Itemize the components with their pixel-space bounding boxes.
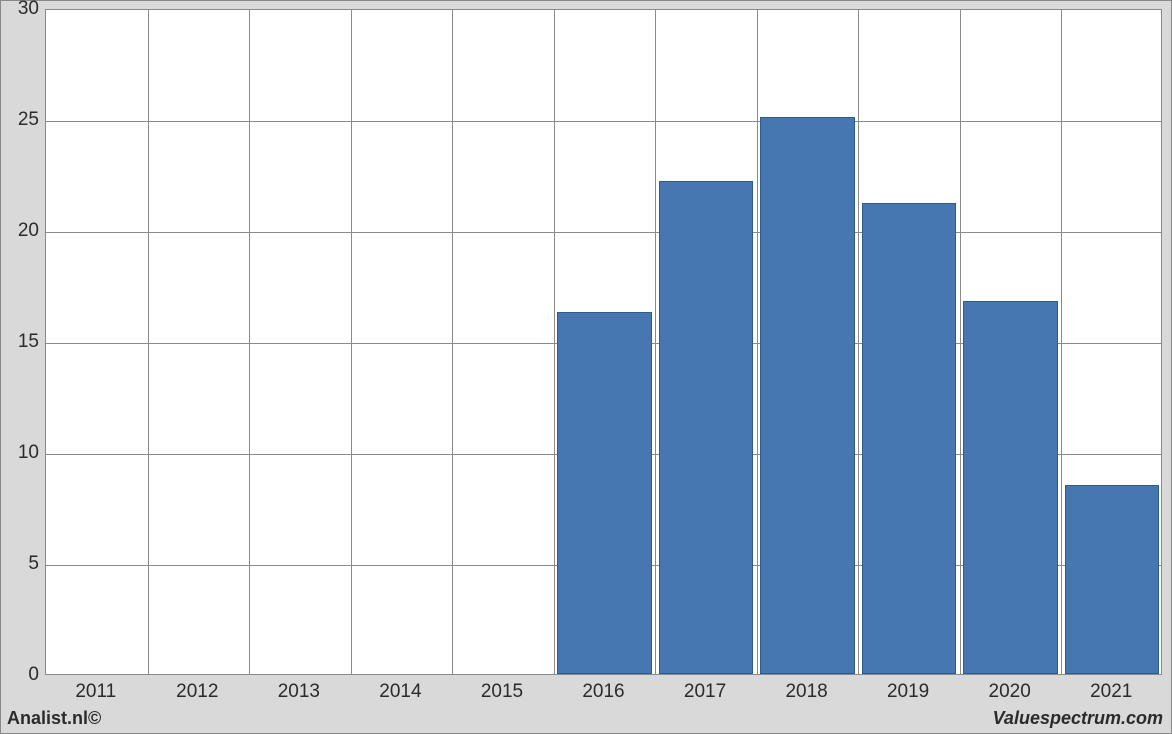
gridline-vertical [757, 10, 758, 674]
y-tick-label: 0 [9, 664, 39, 686]
gridline-vertical [249, 10, 250, 674]
y-tick-label: 20 [9, 220, 39, 242]
x-tick-label: 2016 [582, 681, 624, 703]
bar [1065, 485, 1159, 674]
bar [659, 181, 753, 674]
gridline-vertical [1061, 10, 1062, 674]
footer-right: Valuespectrum.com [993, 708, 1163, 729]
footer-left: Analist.nl© [7, 708, 101, 729]
bar [760, 117, 854, 674]
x-tick-label: 2020 [989, 681, 1031, 703]
x-tick-label: 2018 [785, 681, 827, 703]
bar [557, 312, 651, 674]
y-tick-label: 10 [9, 442, 39, 464]
gridline-vertical [554, 10, 555, 674]
x-tick-label: 2019 [887, 681, 929, 703]
chart-frame: 0 5 10 15 20 25 30 2011 2012 2013 2014 2015 2016 201… [0, 0, 1172, 734]
x-tick-label: 2014 [379, 681, 421, 703]
gridline-vertical [351, 10, 352, 674]
plot-area [45, 9, 1162, 675]
gridline-vertical [960, 10, 961, 674]
x-tick-label: 2011 [75, 681, 116, 703]
gridline-vertical [858, 10, 859, 674]
bar [963, 301, 1057, 674]
gridline-horizontal [46, 232, 1161, 233]
x-tick-label: 2012 [176, 681, 218, 703]
x-tick-label: 2015 [481, 681, 523, 703]
bar [862, 203, 956, 674]
gridline-vertical [452, 10, 453, 674]
x-tick-label: 2021 [1090, 681, 1132, 703]
gridline-horizontal [46, 121, 1161, 122]
gridline-vertical [148, 10, 149, 674]
y-tick-label: 25 [9, 109, 39, 131]
y-tick-label: 5 [9, 553, 39, 575]
y-tick-label: 30 [9, 0, 39, 20]
x-tick-label: 2017 [684, 681, 726, 703]
y-tick-label: 15 [9, 331, 39, 353]
x-tick-label: 2013 [278, 681, 320, 703]
gridline-vertical [655, 10, 656, 674]
